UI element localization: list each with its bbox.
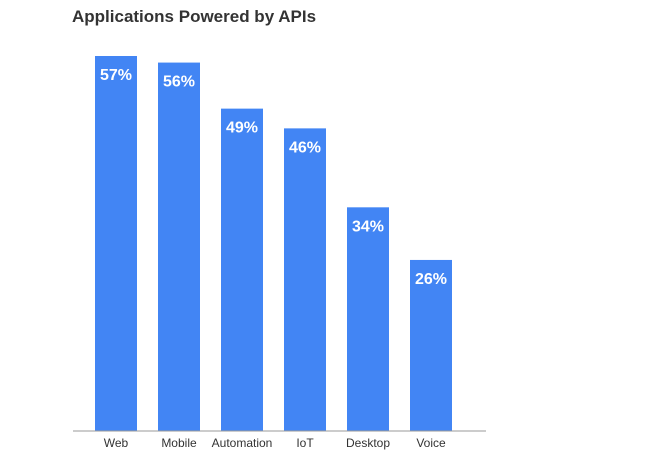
bar-automation [221,108,263,431]
bar-desktop [347,207,389,431]
bar-value-label: 34% [352,218,384,235]
x-tick-label: Automation [212,436,273,450]
bar-iot [284,128,326,432]
bar-web [95,56,137,431]
bar-value-label: 26% [415,271,447,288]
bar-mobile [158,62,200,431]
bar-value-label: 57% [100,67,132,84]
x-tick-label: Web [104,436,129,450]
x-tick-label: Mobile [161,436,197,450]
chart-title: Applications Powered by APIs [72,7,317,26]
bar-value-label: 46% [289,139,321,156]
bars-group: 57% 56% 49% 46% 34% 26% [95,56,452,432]
x-tick-labels-group: Web Mobile Automation IoT Desktop Voice [104,436,446,450]
x-tick-label: IoT [296,436,314,450]
x-tick-label: Desktop [346,436,390,450]
bar-value-label: 49% [226,120,258,137]
bar-voice [410,259,452,431]
x-tick-label: Voice [416,436,446,450]
bar-value-label: 56% [163,74,195,91]
